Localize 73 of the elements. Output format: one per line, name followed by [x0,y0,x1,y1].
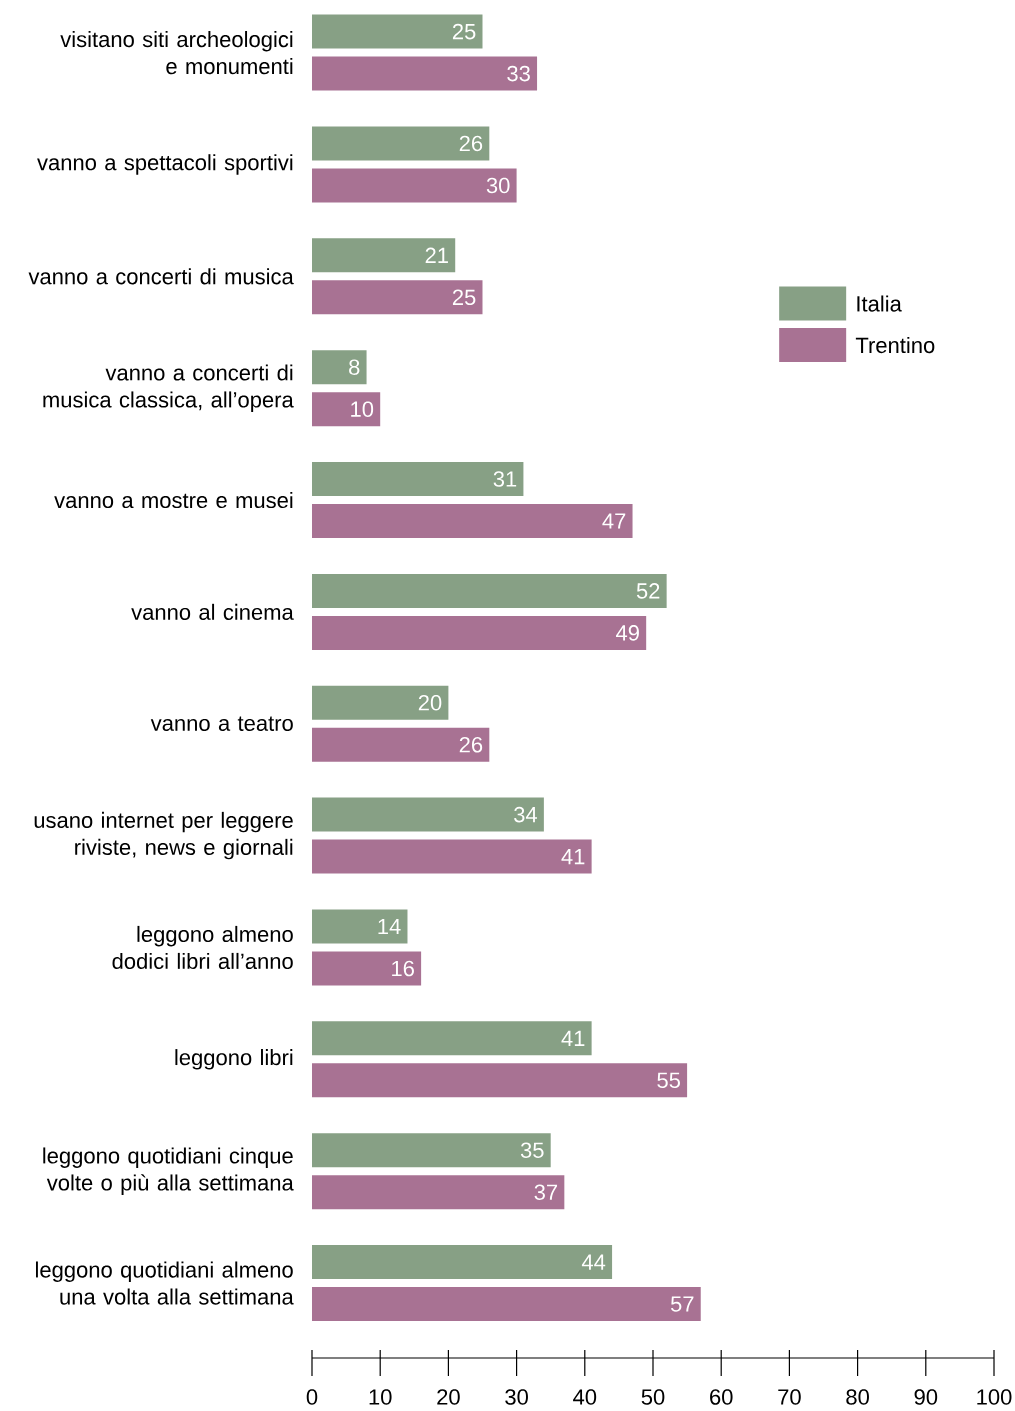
data-label: 30 [486,177,510,194]
bar [312,839,592,874]
bar [312,392,381,427]
y-tick-label: leggono almeno dodici libri all’anno [112,925,293,970]
bar [312,951,422,986]
bar [312,797,544,832]
data-label: 26 [459,736,483,753]
data-label: 8 [349,359,360,375]
bar [312,909,408,944]
bar [312,615,647,650]
y-tick-label: vanno al cinema [131,603,294,620]
x-tick-label: 30 [505,1389,528,1405]
data-label: 25 [452,23,476,40]
data-label: 16 [392,960,414,977]
bar [312,1175,565,1210]
data-label: 55 [657,1072,680,1089]
data-label: 26 [459,135,483,152]
bar [312,56,538,91]
bar [312,168,517,203]
bar [312,1133,551,1168]
y-tick-label: vanno a spettacoli sportivi [37,154,293,175]
legend-label: Trentino [855,336,935,354]
data-label: 35 [520,1142,544,1158]
data-label: 31 [493,471,517,487]
bar [312,462,524,497]
data-label: 25 [452,289,476,306]
bar [312,1245,613,1280]
x-tick-label: 100 [977,1389,1012,1405]
data-label: 52 [636,583,660,599]
y-tick-label: leggono libri [175,1049,293,1070]
data-label: 14 [378,918,401,935]
data-label: 21 [425,247,448,263]
data-label: 41 [561,1030,585,1046]
data-label: 47 [602,513,626,529]
y-tick-label: leggono quotidiani almeno una volta alla settimana [35,1261,294,1305]
bar [312,14,483,49]
x-tick-label: 10 [369,1389,392,1405]
x-tick-label: 70 [778,1389,801,1405]
data-label: 10 [351,401,374,417]
bar [312,685,449,720]
x-tick-label: 20 [437,1389,460,1405]
x-tick-label: 90 [914,1389,938,1405]
bar [312,1063,688,1098]
x-tick-label: 50 [641,1389,665,1405]
bar [312,1021,592,1056]
bar [312,350,367,385]
data-label: 33 [507,65,530,82]
data-label: 57 [670,1296,694,1312]
bar [312,1287,701,1322]
data-label: 20 [418,694,442,711]
bar [312,238,456,273]
data-label: 41 [561,849,585,865]
x-tick-label: 0 [306,1389,318,1405]
data-label: 37 [534,1184,558,1200]
y-tick-label: visitano siti archeologici e monumenti [60,31,293,75]
bar [312,280,483,315]
data-label: 49 [616,625,639,641]
x-tick-label: 60 [710,1389,733,1405]
y-tick-label: vanno a concerti di musica classica, all’opera [43,364,294,412]
bar [312,727,490,762]
bar [312,126,490,161]
bar [312,504,633,539]
y-tick-label: vanno a concerti di musica [28,268,294,285]
x-tick-label: 40 [573,1389,597,1405]
y-tick-label: vanno a mostre e musei [54,491,293,509]
y-tick-label: vanno a teatro [150,716,293,731]
y-tick-label: leggono quotidiani cinque volte o più alla settimana [43,1147,294,1195]
bar [312,573,667,608]
legend-label: Italia [857,295,902,312]
y-tick-label: usano internet per leggere riviste, news e giornali [34,811,293,860]
data-label: 44 [581,1254,606,1270]
x-tick-label: 80 [846,1389,869,1405]
data-label: 34 [514,806,538,823]
